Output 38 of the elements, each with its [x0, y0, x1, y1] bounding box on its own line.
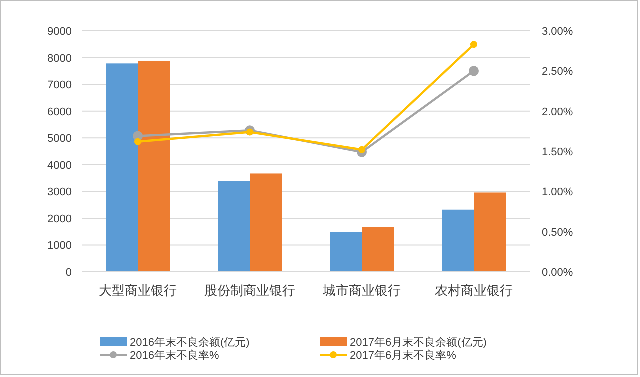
bar — [106, 64, 138, 272]
x-tick-label: 农村商业银行 — [435, 283, 513, 298]
point — [246, 128, 254, 136]
y-tick-label: 4000 — [48, 160, 72, 172]
legend-label: 2017年6月末不良率% — [350, 349, 457, 362]
bar — [138, 60, 170, 272]
y2-tick-label: 1.00% — [542, 186, 574, 199]
bar — [250, 174, 282, 272]
y-tick-label: 3000 — [48, 186, 72, 199]
y2-tick-label: 1.50% — [542, 146, 574, 158]
y2-tick-label: 0.00% — [542, 267, 574, 279]
y-tick-label: 5000 — [48, 133, 72, 146]
point — [469, 66, 479, 76]
legend-label: 2016年末不良率% — [130, 349, 220, 362]
point — [358, 146, 366, 154]
y-tick-label: 1000 — [48, 240, 72, 252]
y-tick-label: 8000 — [48, 52, 72, 65]
y2-tick-label: 0.50% — [542, 226, 574, 239]
bar — [442, 210, 474, 272]
y-tick-label: 7000 — [48, 80, 72, 92]
point — [134, 138, 142, 146]
x-tick-label: 城市商业银行 — [322, 283, 401, 298]
y2-tick-label: 2.00% — [542, 106, 574, 118]
x-tick-label: 股份制商业银行 — [204, 283, 296, 298]
bar — [362, 227, 394, 272]
x-tick-label: 大型商业银行 — [99, 283, 177, 298]
legend-label: 2017年6月末不良余额(亿元) — [350, 336, 487, 349]
point — [470, 41, 478, 48]
y-tick-label: 6000 — [48, 106, 72, 118]
y-tick-label: 9000 — [48, 26, 72, 38]
bar — [330, 232, 362, 272]
bar — [218, 181, 250, 272]
y-tick-label: 2000 — [48, 213, 72, 226]
y2-tick-label: 3.00% — [542, 26, 574, 38]
y-tick-label: 0 — [66, 267, 72, 279]
y2-tick-label: 2.50% — [542, 66, 574, 78]
bar — [474, 192, 506, 272]
legend-label: 2016年末不良余额(亿元) — [130, 336, 250, 349]
